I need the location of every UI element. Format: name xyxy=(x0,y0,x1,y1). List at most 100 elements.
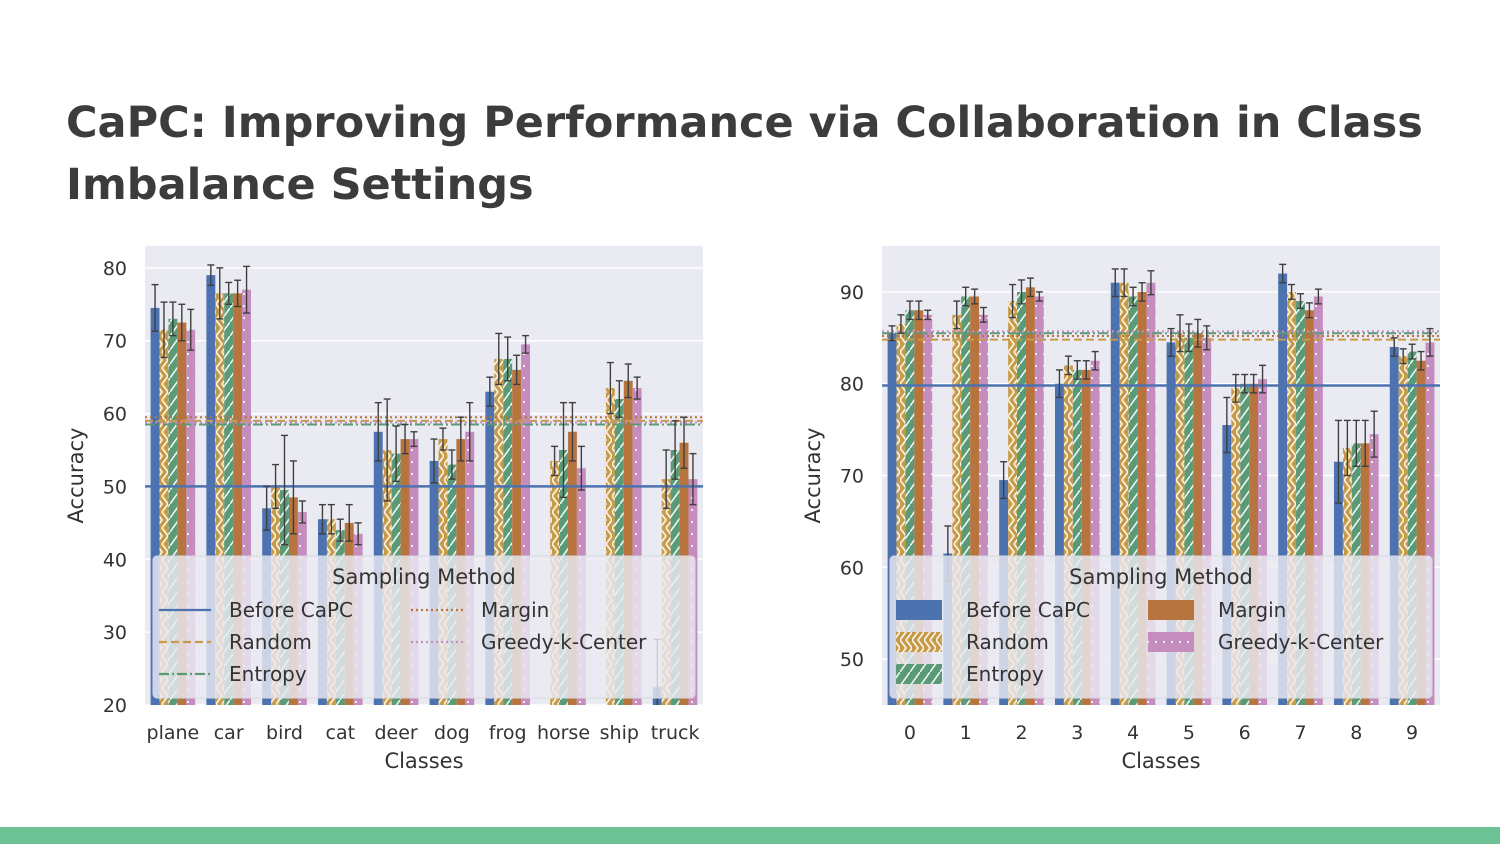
error-bar xyxy=(318,503,326,535)
error-bar xyxy=(1167,327,1175,357)
bar-hatch xyxy=(186,329,196,705)
bar-hatch xyxy=(614,399,624,705)
error-bar xyxy=(486,376,494,407)
bar-before-capc-plane xyxy=(150,307,160,705)
error-bar xyxy=(1055,369,1063,399)
bar-hatch xyxy=(1175,333,1185,705)
error-bar xyxy=(207,264,215,287)
x-tick-label: 3 xyxy=(1071,722,1083,744)
error-bar xyxy=(263,485,271,531)
bar-margin-4 xyxy=(1137,291,1147,705)
bar-before-capc-7 xyxy=(1278,273,1288,705)
y-tick-label: 80 xyxy=(840,374,864,396)
error-bar xyxy=(272,463,280,509)
error-bar xyxy=(243,265,251,314)
legend-item-margin: Margin xyxy=(411,598,549,622)
legend-label: Entropy xyxy=(966,662,1044,686)
error-bar xyxy=(897,314,905,334)
error-bar xyxy=(336,518,344,542)
error-bar xyxy=(568,401,576,462)
error-bar xyxy=(1279,263,1287,284)
error-bar xyxy=(1426,327,1434,357)
bar-margin-plane xyxy=(177,322,187,705)
error-bar xyxy=(1120,268,1128,298)
bar-before-capc-car xyxy=(206,275,216,705)
y-tick-label: 70 xyxy=(840,466,864,488)
y-tick-label: 80 xyxy=(103,258,127,280)
legend-label: Random xyxy=(966,630,1049,654)
error-bar xyxy=(971,288,979,305)
bar-before-capc-0 xyxy=(887,333,897,705)
bar-before-capc-frog xyxy=(485,391,495,705)
bar-margin-5 xyxy=(1193,333,1203,705)
legend-item-before-capc: Before CaPC xyxy=(159,598,353,622)
error-bar xyxy=(577,445,585,491)
legend-item-entropy: Entropy xyxy=(159,662,307,686)
x-tick-label: 2 xyxy=(1015,722,1027,744)
bar-margin-ship xyxy=(623,380,633,705)
x-tick-label: car xyxy=(214,722,244,744)
legend-swatch xyxy=(896,600,942,620)
slide-title: CaPC: Improving Performance via Collabor… xyxy=(66,98,1423,210)
bar-hatch xyxy=(242,289,252,705)
error-bar xyxy=(495,332,503,386)
bar-hatch xyxy=(1240,383,1250,705)
x-axis-label: Classes xyxy=(1121,749,1200,773)
bar-margin-3 xyxy=(1081,369,1091,705)
x-axis-label: Classes xyxy=(384,749,463,773)
bar-margin-frog xyxy=(512,369,522,705)
error-bar xyxy=(439,427,447,451)
error-bar xyxy=(457,416,465,462)
x-tick-label: 9 xyxy=(1406,722,1418,744)
bar-hatch xyxy=(979,314,989,705)
error-bar xyxy=(169,301,177,337)
error-bar xyxy=(1223,396,1231,454)
error-bar xyxy=(178,303,186,342)
error-bar xyxy=(504,336,512,382)
error-bar xyxy=(383,398,391,502)
error-bar xyxy=(1035,291,1043,302)
x-tick-label: ship xyxy=(600,722,639,744)
bar-hatch xyxy=(961,296,971,705)
error-bar xyxy=(225,281,233,305)
error-bar xyxy=(680,416,688,469)
error-bar xyxy=(410,431,418,448)
x-tick-label: dog xyxy=(434,722,470,744)
error-bar xyxy=(1417,350,1425,371)
error-bar xyxy=(1091,350,1099,371)
error-bar xyxy=(1352,419,1360,468)
error-bar xyxy=(915,300,923,321)
bar-hatch xyxy=(1146,282,1156,705)
bar-hatch xyxy=(1258,379,1268,705)
x-tick-label: 4 xyxy=(1127,722,1139,744)
error-bar xyxy=(624,363,632,399)
bar-hatch xyxy=(1313,296,1323,705)
error-bar xyxy=(234,279,242,308)
bar-before-capc-3 xyxy=(1054,383,1064,705)
bar-margin-0 xyxy=(914,310,924,705)
error-bar xyxy=(1026,277,1034,298)
bar-margin-car xyxy=(233,293,243,705)
chart-cifar10: 20 30 40 50 60 70 80 plane car bird cat deer dog frog… xyxy=(64,246,703,773)
x-tick-label: 5 xyxy=(1183,722,1195,744)
legend-swatch xyxy=(1148,600,1194,620)
error-bar xyxy=(1343,419,1351,477)
x-tick-label: 7 xyxy=(1294,722,1306,744)
error-bar xyxy=(1082,360,1090,380)
error-bar xyxy=(1241,373,1249,394)
error-bar xyxy=(392,425,400,483)
error-bar xyxy=(924,309,932,321)
y-tick-label: 90 xyxy=(840,282,864,304)
error-bar xyxy=(430,438,438,484)
bar-hatch xyxy=(1202,337,1212,705)
error-bar xyxy=(560,401,567,499)
y-tick-label: 40 xyxy=(103,549,127,571)
x-tick-label: bird xyxy=(266,722,303,744)
bar-hatch xyxy=(1090,360,1100,705)
bar-before-capc-9 xyxy=(1389,346,1399,705)
bar-margin-7 xyxy=(1304,310,1314,705)
legend-item-before-capc: Before CaPC xyxy=(896,598,1090,622)
x-tick-label: 8 xyxy=(1350,722,1362,744)
x-tick-label: plane xyxy=(147,722,200,744)
